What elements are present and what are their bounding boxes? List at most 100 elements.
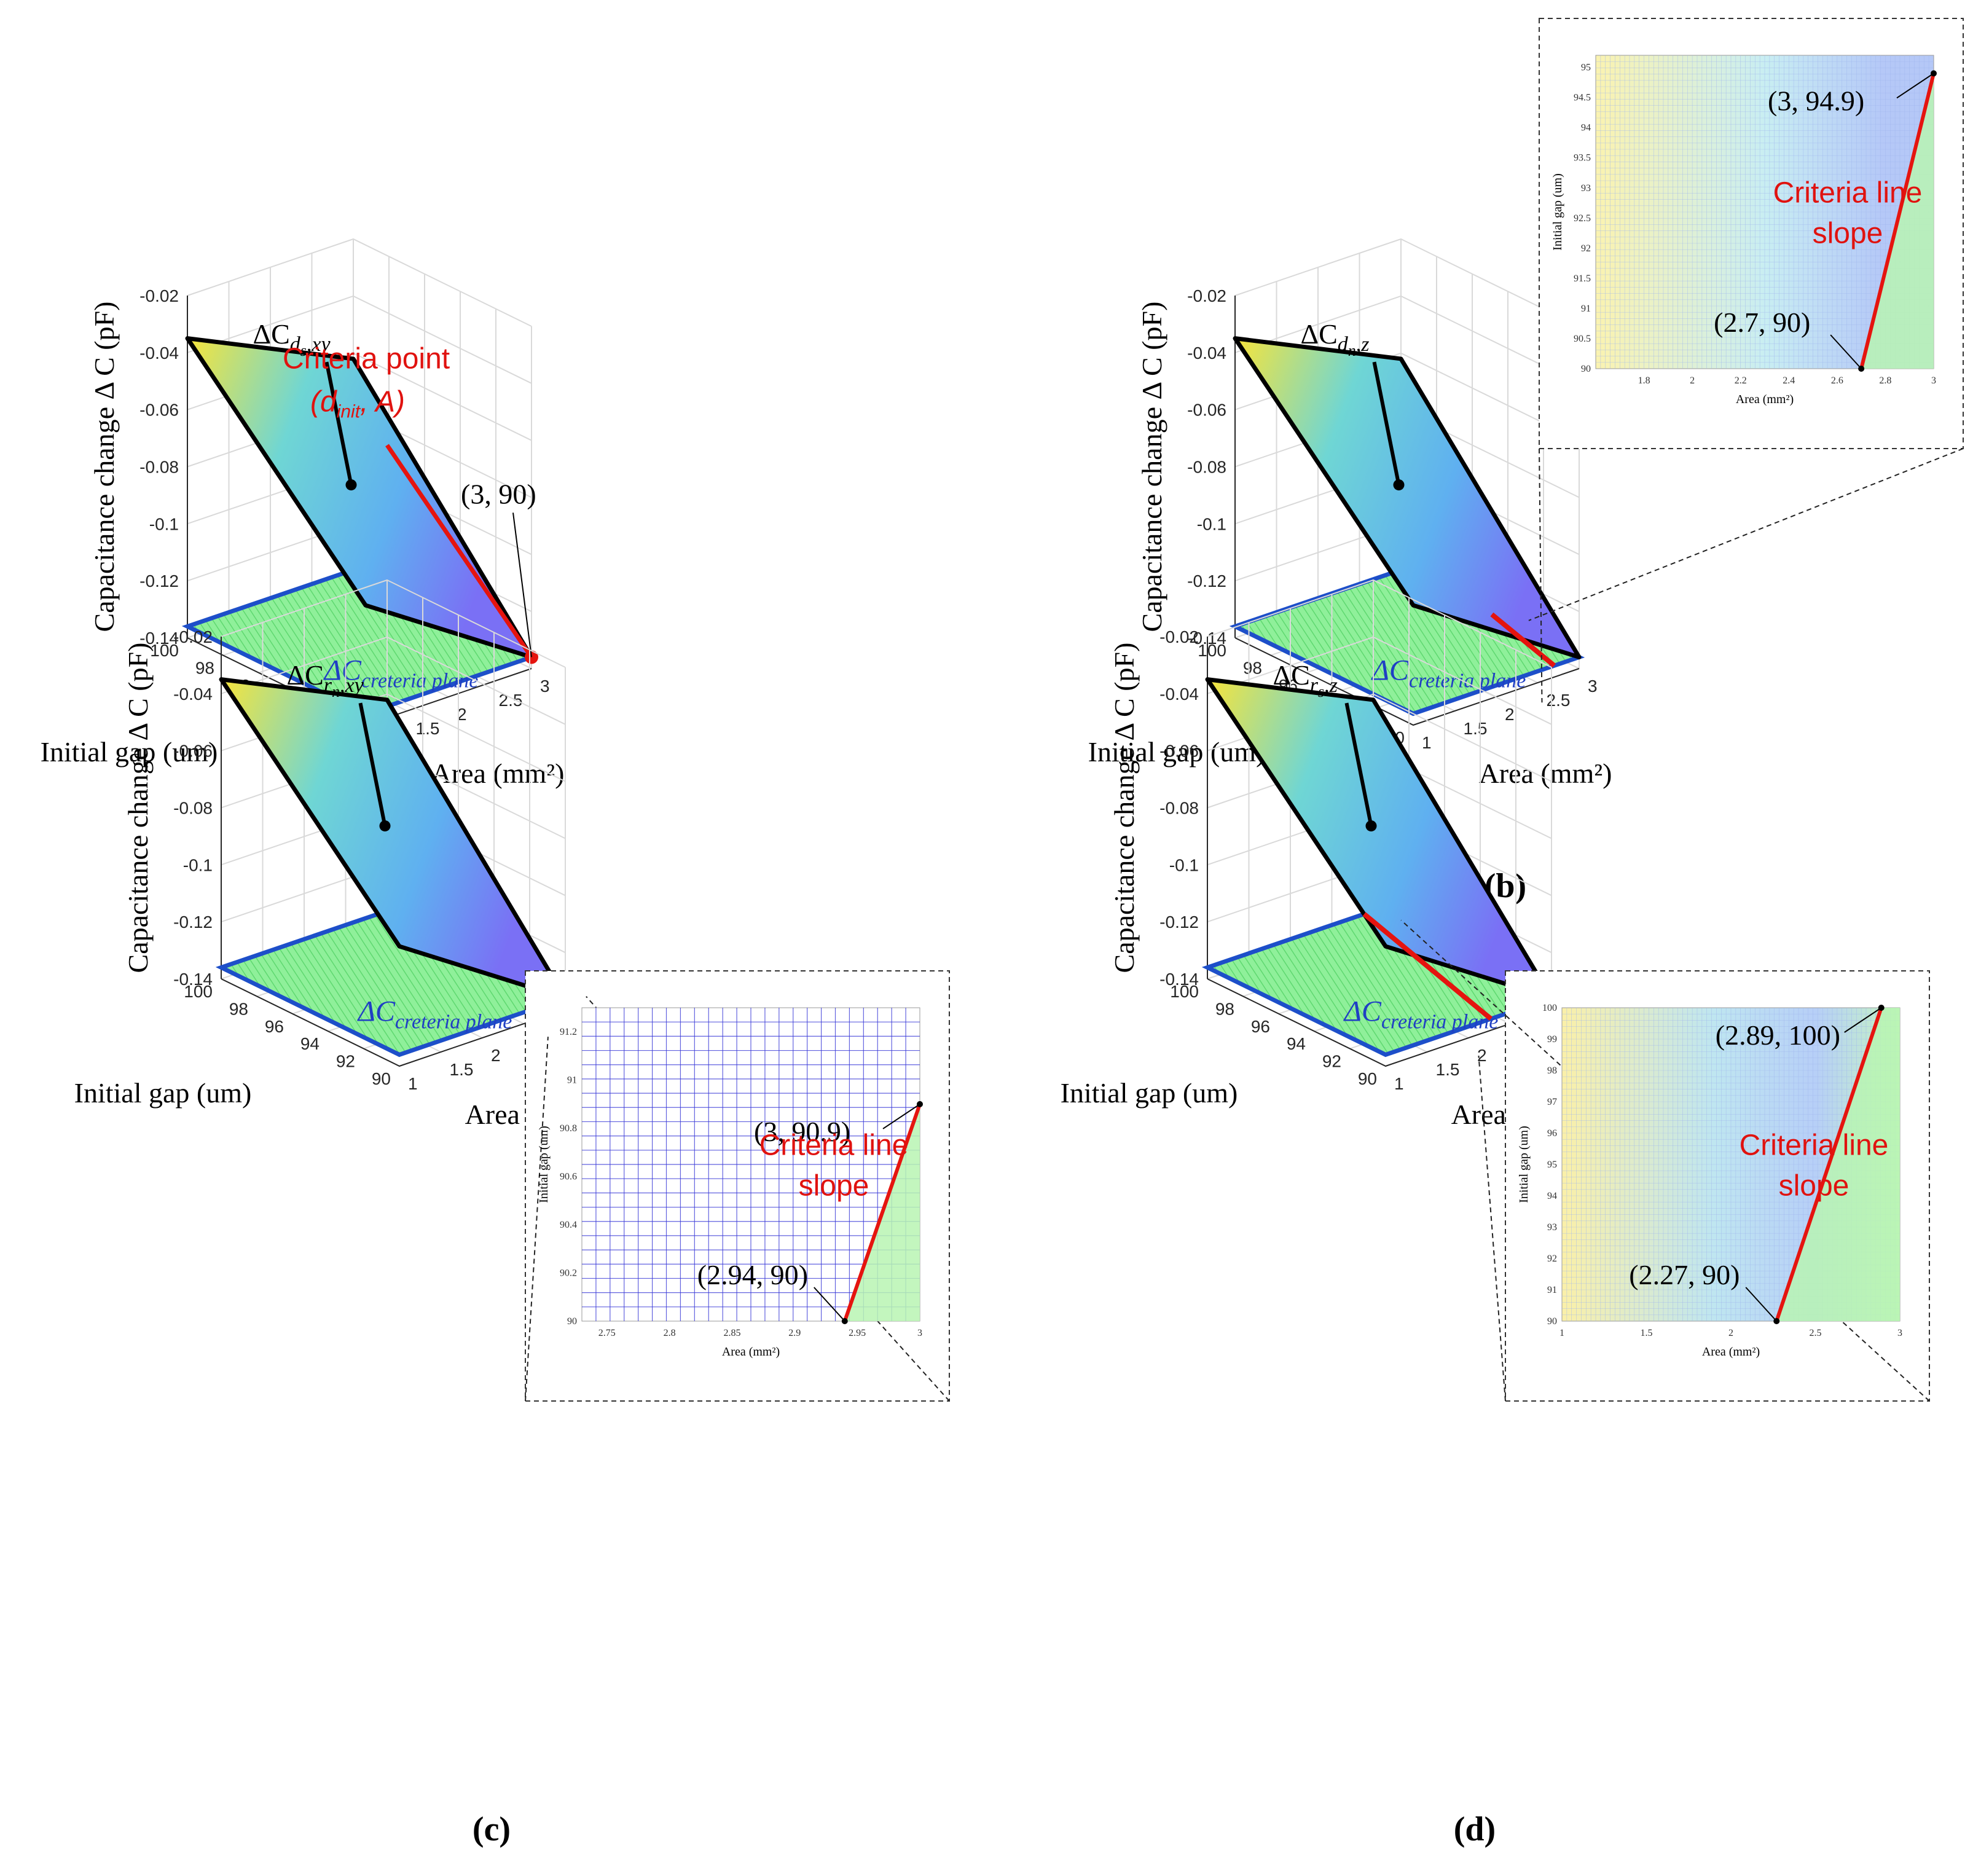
- area-tick-label: 2: [1477, 1046, 1487, 1065]
- z-tick-label: -0.12: [1159, 912, 1199, 932]
- gap-axis-label: Initial gap (um): [74, 1077, 252, 1109]
- z-tick-label: -0.1: [1197, 514, 1226, 533]
- z-tick-label: -0.02: [1187, 286, 1226, 305]
- z-tick-label: -0.08: [139, 458, 179, 477]
- inset-x-tick: 2.5: [1810, 1328, 1822, 1338]
- inset-x-tick: 3: [1897, 1328, 1902, 1338]
- area-tick-label: 1.5: [1464, 719, 1488, 738]
- inset-x-tick: 2.8: [1879, 375, 1891, 386]
- inset-x-tick: 2.9: [788, 1328, 801, 1338]
- inset-y-tick: 92: [1581, 243, 1591, 254]
- inset-y-tick: 94.5: [1574, 93, 1591, 103]
- area-tick-label: 1.5: [416, 719, 440, 738]
- z-tick-label: -0.02: [1159, 627, 1199, 646]
- inset-x-tick: 1.8: [1638, 375, 1650, 386]
- inset-x-label: Area (mm²): [722, 1345, 780, 1359]
- inset-point-leader: [814, 1287, 845, 1322]
- z-tick-label: -0.1: [183, 855, 213, 874]
- inset-feasible-region: [844, 1008, 920, 1321]
- panel-caption: (c): [473, 1810, 511, 1848]
- z-tick-label: -0.14: [173, 970, 213, 989]
- panel-d: -0.02-0.04-0.06-0.08-0.1-0.12-0.14100989…: [1061, 579, 1930, 1848]
- inset-y-tick: 93.5: [1574, 153, 1591, 163]
- z-tick-label: -0.12: [139, 571, 179, 591]
- surface-label: ΔCds,xy: [253, 318, 331, 359]
- panel-b: -0.02-0.04-0.06-0.08-0.1-0.12-0.14100989…: [1088, 18, 1964, 905]
- z-tick-label: -0.1: [1169, 855, 1199, 874]
- inset-y-tick: 100: [1542, 1003, 1557, 1013]
- inset-point-leader: [1830, 334, 1862, 369]
- z-tick-label: -0.08: [1187, 458, 1226, 477]
- surface-marker: [1365, 820, 1377, 832]
- criteria-title: Criteria point: [283, 342, 450, 375]
- inset-point-end-label: (2.89, 100): [1716, 1019, 1840, 1051]
- surface-label: ΔCrs,z: [1273, 659, 1338, 701]
- inset-point-end-label: (3, 90.9): [754, 1116, 850, 1147]
- area-tick-label: 1: [1422, 733, 1432, 752]
- inset-y-tick: 90: [1547, 1316, 1557, 1327]
- inset-feasible-region: [1861, 55, 1934, 369]
- area-tick-label: 1: [408, 1074, 418, 1093]
- inset-leader: [1528, 448, 1964, 621]
- surface-pointer: [358, 702, 387, 826]
- z-axis-label: Capacitance change Δ C (pF): [1136, 302, 1167, 632]
- floor-axis-line: [1207, 978, 1552, 1067]
- z-tick-label: -0.06: [1159, 742, 1199, 761]
- surface-marker: [345, 479, 357, 491]
- inset-y-tick: 90.8: [560, 1123, 577, 1134]
- z-tick-label: -0.12: [173, 912, 213, 932]
- inset-x-tick: 2.4: [1783, 375, 1795, 386]
- z-tick-label: -0.1: [149, 514, 179, 533]
- inset-x-tick: 2: [1690, 375, 1695, 386]
- inset-point-leader: [1844, 1007, 1882, 1033]
- criteria-pointer: [385, 444, 533, 659]
- criteria-line: [1490, 612, 1556, 668]
- z-tick-label: -0.08: [173, 799, 213, 818]
- criteria-line: [1362, 912, 1493, 1021]
- inset-y-tick: 90.6: [560, 1172, 577, 1182]
- floor-axis-line: [221, 978, 566, 1067]
- area-tick-label: 2: [457, 705, 467, 724]
- floor-axis-line: [1234, 637, 1580, 726]
- panel-caption: (d): [1454, 1810, 1496, 1848]
- surface-pointer: [1344, 702, 1373, 826]
- gap-tick-label: 92: [336, 1052, 355, 1071]
- inset-y-tick: 97: [1547, 1097, 1557, 1107]
- z-tick-label: -0.14: [139, 629, 179, 648]
- inset-criteria-line: [842, 1103, 922, 1322]
- inset-b: 1.8 2 2.2 2.4 2.6 2.8 3 90 90.5 91 91.5 92 92.5 93 93.…: [1528, 18, 1964, 703]
- gap-tick-label: 94: [1287, 1034, 1306, 1053]
- inset-y-tick: 94: [1581, 123, 1591, 133]
- area-tick-label: 2.5: [1547, 691, 1571, 710]
- inset-point-leader: [1896, 73, 1934, 99]
- gap-tick-label: 90: [1358, 1069, 1377, 1088]
- gap-tick-label: 92: [1322, 1052, 1341, 1071]
- area-tick-label: 3: [1588, 677, 1598, 696]
- z-axis-label: Capacitance change Δ C (pF): [1108, 643, 1140, 973]
- inset-title-line1: Criteria line: [1773, 177, 1923, 210]
- inset-x-tick: 1: [1559, 1328, 1564, 1338]
- inset-x-tick: 2.2: [1735, 375, 1747, 386]
- inset-x-tick: 2.75: [598, 1328, 616, 1338]
- z-tick-label: -0.04: [1159, 685, 1199, 704]
- gap-tick-label: 100: [184, 982, 213, 1001]
- capacitance-surface: [1233, 336, 1582, 659]
- inset-x-tick: 3: [1931, 375, 1936, 386]
- z-tick-label: -0.06: [139, 401, 179, 420]
- gap-axis-label: Initial gap (um): [1061, 1077, 1238, 1109]
- inset-y-tick: 91: [1547, 1285, 1557, 1295]
- inset-y-tick: 91: [567, 1075, 577, 1086]
- inset-y-tick: 94: [1547, 1191, 1557, 1201]
- gap-tick-label: 96: [1251, 1017, 1270, 1036]
- criteria-point-label: (3, 90): [461, 478, 536, 509]
- inset-y-tick: 91: [1581, 304, 1591, 314]
- z-tick-label: -0.02: [173, 627, 213, 646]
- gap-tick-label: 100: [150, 641, 179, 660]
- area-tick-label: 1.5: [1436, 1060, 1460, 1079]
- inset-c: 2.75 2.8 2.85 2.9 2.95 3 90 90.2 90.4 90.6 90.8 91 9…: [525, 970, 950, 1402]
- inset-y-tick: 96: [1547, 1128, 1557, 1139]
- inset-y-tick: 95: [1581, 63, 1591, 73]
- inset-y-tick: 90.4: [560, 1220, 577, 1230]
- inset-criteria-line: [1775, 1007, 1883, 1322]
